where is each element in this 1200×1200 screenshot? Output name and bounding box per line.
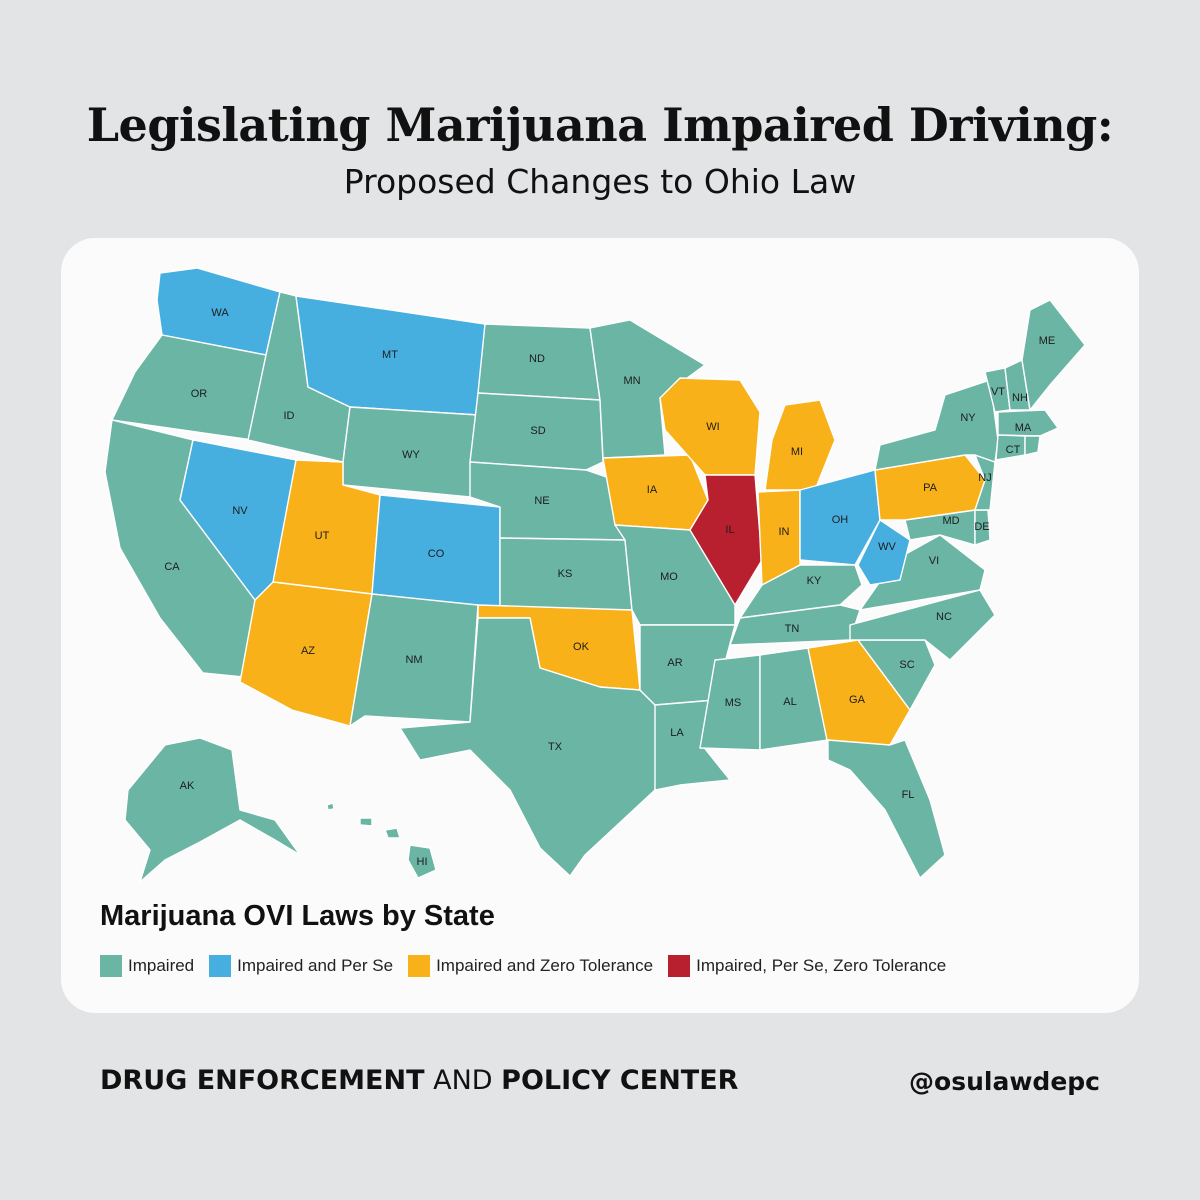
state-label-ms: MS: [725, 697, 742, 709]
state-label-vi: VI: [929, 555, 939, 567]
state-label-nj: NJ: [978, 472, 991, 484]
org-name-part2: AND: [433, 1065, 493, 1096]
state-label-nm: NM: [405, 654, 422, 666]
state-label-mi: MI: [791, 446, 803, 458]
state-label-fl: FL: [902, 789, 915, 801]
legend-item-zero-tolerance: Impaired and Zero Tolerance: [408, 955, 653, 977]
state-label-ky: KY: [807, 575, 822, 587]
state-label-nc: NC: [936, 611, 952, 623]
state-label-nh: NH: [1012, 392, 1028, 404]
state-label-co: CO: [428, 548, 445, 560]
page-subtitle: Proposed Changes to Ohio Law: [343, 162, 857, 201]
state-ak[interactable]: [124, 737, 301, 883]
map-legend: Impaired Impaired and Per Se Impaired an…: [100, 955, 961, 977]
state-oh[interactable]: [799, 469, 881, 566]
state-mn[interactable]: [589, 319, 706, 459]
state-label-pa: PA: [923, 482, 938, 494]
state-label-oh: OH: [832, 514, 849, 526]
legend-item-all-three: Impaired, Per Se, Zero Tolerance: [668, 955, 946, 977]
legend-swatch: [668, 955, 691, 977]
state-label-de: DE: [974, 521, 989, 533]
state-label-ne: NE: [534, 495, 549, 507]
org-name-part3: POLICY CENTER: [501, 1065, 739, 1096]
state-label-al: AL: [783, 696, 796, 708]
state-or[interactable]: [111, 334, 267, 441]
legend-label: Impaired: [128, 956, 195, 975]
state-label-wv: WV: [878, 541, 896, 553]
state-il[interactable]: [689, 474, 763, 606]
legend-title: Marijuana OVI Laws by State: [100, 900, 495, 932]
state-label-ma: MA: [1015, 422, 1032, 434]
state-label-me: ME: [1039, 335, 1056, 347]
org-name-part1: DRUG ENFORCEMENT: [100, 1065, 425, 1096]
state-label-nv: NV: [232, 505, 248, 517]
state-label-tx: TX: [548, 741, 563, 753]
state-label-ga: GA: [849, 694, 866, 706]
legend-swatch: [100, 955, 122, 977]
state-ny[interactable]: [874, 379, 999, 471]
state-nm[interactable]: [349, 593, 479, 727]
social-handle[interactable]: @osulawdepc: [909, 1067, 1100, 1096]
state-label-ks: KS: [558, 568, 573, 580]
legend-label: Impaired and Per Se: [237, 956, 394, 975]
state-fl[interactable]: [827, 739, 946, 879]
state-label-vt: VT: [991, 386, 1005, 398]
page-title: Legislating Marijuana Impaired Driving:: [86, 98, 1114, 152]
state-wy[interactable]: [342, 406, 479, 498]
legend-label: Impaired, Per Se, Zero Tolerance: [696, 956, 947, 975]
state-hi[interactable]: [326, 802, 437, 879]
state-wv[interactable]: [857, 519, 911, 586]
state-label-nd: ND: [529, 353, 545, 365]
state-label-la: LA: [670, 727, 684, 739]
state-label-ut: UT: [315, 530, 330, 542]
state-label-id: ID: [284, 410, 295, 422]
state-label-sc: SC: [899, 659, 914, 671]
state-sd[interactable]: [469, 392, 604, 471]
organization-name: DRUG ENFORCEMENT AND POLICY CENTER: [100, 1065, 738, 1096]
legend-item-per-se: Impaired and Per Se: [209, 955, 393, 977]
state-label-mt: MT: [382, 349, 398, 361]
state-label-il: IL: [725, 524, 734, 536]
state-label-ar: AR: [667, 657, 682, 669]
state-ri[interactable]: [1024, 435, 1041, 456]
state-label-mn: MN: [623, 375, 640, 387]
state-label-or: OR: [191, 388, 208, 400]
state-label-ia: IA: [647, 484, 658, 496]
state-ma[interactable]: [997, 409, 1059, 437]
state-tx[interactable]: [399, 617, 661, 877]
state-label-ca: CA: [164, 561, 180, 573]
state-label-wa: WA: [211, 307, 229, 319]
state-label-wy: WY: [402, 449, 420, 461]
state-label-md: MD: [942, 515, 959, 527]
state-label-in: IN: [779, 526, 790, 538]
state-label-tn: TN: [785, 623, 800, 635]
legend-label: Impaired and Zero Tolerance: [436, 956, 654, 975]
state-label-ak: AK: [180, 780, 195, 792]
state-wi[interactable]: [659, 377, 761, 476]
state-ga[interactable]: [807, 639, 911, 746]
state-label-ct: CT: [1006, 444, 1021, 456]
state-nc[interactable]: [849, 589, 996, 661]
state-label-ny: NY: [960, 412, 976, 424]
legend-swatch: [209, 955, 232, 977]
state-label-sd: SD: [530, 425, 545, 437]
legend-swatch: [408, 955, 431, 977]
state-label-mo: MO: [660, 571, 678, 583]
state-me[interactable]: [1021, 299, 1086, 411]
state-label-hi: HI: [417, 856, 428, 868]
state-label-wi: WI: [706, 421, 719, 433]
state-label-az: AZ: [301, 645, 315, 657]
legend-item-impaired: Impaired: [100, 955, 194, 977]
state-label-ok: OK: [573, 641, 590, 653]
